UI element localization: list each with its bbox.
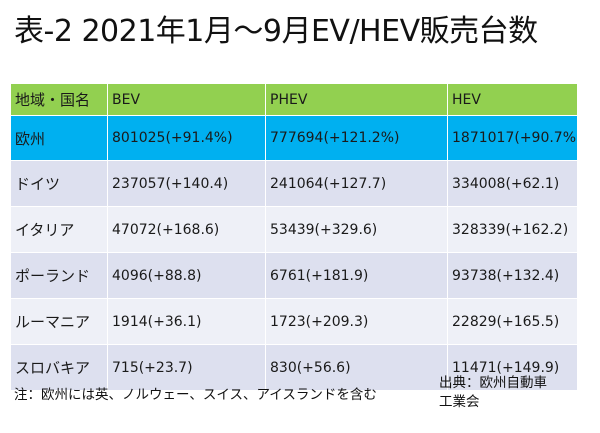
footnote: 注：欧州には英、ノルウェー、スイス、アイスランドを含む bbox=[14, 387, 377, 403]
cell-hev: 334008(+62.1) bbox=[447, 160, 578, 207]
cell-phev: 53439(+329.6) bbox=[265, 206, 448, 253]
cell-phev: 1723(+209.3) bbox=[265, 298, 448, 345]
cell-hev: 93738(+132.4) bbox=[447, 252, 578, 299]
cell-phev: 6761(+181.9) bbox=[265, 252, 448, 299]
sales-table: 地域・国名 BEV PHEV HEV 欧州 801025(+91.4%) 777… bbox=[10, 83, 578, 391]
header-cell-region: 地域・国名 bbox=[10, 83, 108, 116]
table-row-poland: ポーランド 4096(+88.8) 6761(+181.9) 93738(+13… bbox=[10, 252, 578, 299]
cell-phev: 241064(+127.7) bbox=[265, 160, 448, 207]
table-row-romania: ルーマニア 1914(+36.1) 1723(+209.3) 22829(+16… bbox=[10, 298, 578, 345]
cell-bev: 237057(+140.4) bbox=[107, 160, 266, 207]
cell-bev: 47072(+168.6) bbox=[107, 206, 266, 253]
row-label-poland: ポーランド bbox=[10, 252, 108, 299]
source-citation: 出典：欧州自動車 工業会 bbox=[439, 374, 547, 412]
row-label-europe: 欧州 bbox=[10, 115, 108, 161]
cell-bev: 4096(+88.8) bbox=[107, 252, 266, 299]
cell-bev: 801025(+91.4%) bbox=[107, 115, 266, 161]
source-line-2: 工業会 bbox=[439, 394, 480, 410]
cell-bev: 1914(+36.1) bbox=[107, 298, 266, 345]
row-label-germany: ドイツ bbox=[10, 160, 108, 207]
table-row-italy: イタリア 47072(+168.6) 53439(+329.6) 328339(… bbox=[10, 206, 578, 253]
header-cell-hev: HEV bbox=[447, 83, 578, 116]
row-label-slovakia: スロバキア bbox=[10, 344, 108, 391]
table-row-germany: ドイツ 237057(+140.4) 241064(+127.7) 334008… bbox=[10, 160, 578, 207]
cell-hev: 1871017(+90.7%) bbox=[447, 115, 578, 161]
cell-phev: 830(+56.6) bbox=[265, 344, 448, 391]
header-cell-phev: PHEV bbox=[265, 83, 448, 116]
cell-hev: 11471(+149.9) bbox=[447, 344, 578, 391]
page-title: 表-2 2021年1月～9月EV/HEV販売台数 bbox=[14, 14, 538, 49]
table-row-slovakia: スロバキア 715(+23.7) 830(+56.6) 11471(+149.9… bbox=[10, 344, 578, 391]
cell-hev: 22829(+165.5) bbox=[447, 298, 578, 345]
source-line-1: 出典：欧州自動車 bbox=[439, 375, 547, 391]
row-label-romania: ルーマニア bbox=[10, 298, 108, 345]
table-row-europe: 欧州 801025(+91.4%) 777694(+121.2%) 187101… bbox=[10, 115, 578, 161]
row-label-italy: イタリア bbox=[10, 206, 108, 253]
table-header-row: 地域・国名 BEV PHEV HEV bbox=[10, 83, 578, 116]
header-cell-bev: BEV bbox=[107, 83, 266, 116]
cell-hev: 328339(+162.2) bbox=[447, 206, 578, 253]
cell-phev: 777694(+121.2%) bbox=[265, 115, 448, 161]
